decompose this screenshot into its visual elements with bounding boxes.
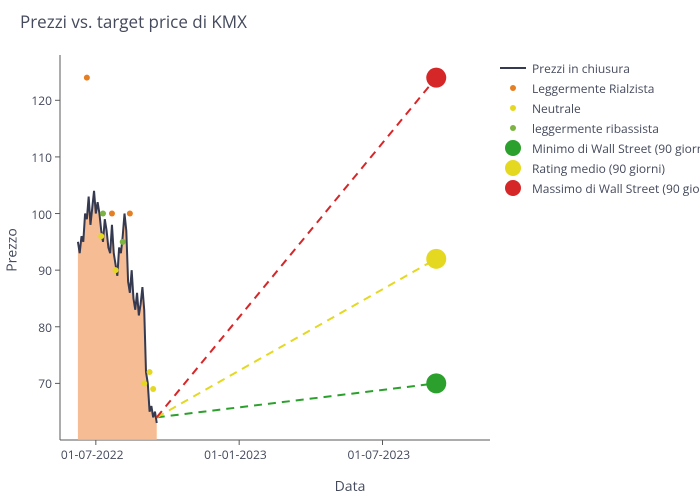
legend-item[interactable]: Prezzi in chiusura [498, 58, 700, 78]
rating-dot-slightly_bullish [109, 211, 115, 217]
legend-item[interactable]: leggermente ribassista [498, 118, 700, 138]
y-tick-label: 110 [12, 149, 52, 166]
rating-dot-neutral [113, 267, 119, 273]
x-tick-label: 01-07-2023 [348, 446, 411, 463]
legend-swatch [498, 178, 528, 198]
y-tick-label: 70 [12, 375, 52, 392]
legend-item[interactable]: Massimo di Wall Street (90 giorni) [498, 178, 700, 198]
y-tick-label: 100 [12, 206, 52, 223]
legend-swatch [498, 62, 528, 74]
target-marker-min [426, 373, 446, 393]
rating-dot-slightly_bullish [127, 211, 133, 217]
legend-label: Neutrale [532, 100, 581, 117]
legend-label: Rating medio (90 giorni) [532, 160, 665, 177]
legend-label: Leggermente Rialzista [532, 80, 654, 97]
rating-dot-neutral [147, 369, 153, 375]
x-tick-label: 01-01-2023 [204, 446, 267, 463]
legend-swatch [498, 138, 528, 158]
y-tick-label: 90 [12, 262, 52, 279]
legend-swatch [498, 158, 528, 178]
target-line-min [157, 383, 437, 417]
rating-dot-neutral [98, 233, 104, 239]
legend-label: leggermente ribassista [532, 120, 659, 137]
legend-item[interactable]: Rating medio (90 giorni) [498, 158, 700, 178]
legend-label: Prezzi in chiusura [532, 60, 630, 77]
x-tick-label: 01-07-2022 [61, 446, 124, 463]
legend-label: Minimo di Wall Street (90 giorni) [532, 140, 700, 157]
target-marker-mean [426, 249, 446, 269]
target-marker-max [426, 68, 446, 88]
rating-dot-slightly_bullish [84, 75, 90, 81]
rating-dot-slightly_bearish [120, 239, 126, 245]
legend-item[interactable]: Neutrale [498, 98, 700, 118]
legend-item[interactable]: Leggermente Rialzista [498, 78, 700, 98]
rating-dot-slightly_bearish [100, 211, 106, 217]
legend: Prezzi in chiusura Leggermente Rialzista N… [498, 58, 700, 198]
legend-swatch [498, 82, 528, 94]
target-line-mean [157, 259, 437, 418]
legend-label: Massimo di Wall Street (90 giorni) [532, 180, 700, 197]
rating-dot-neutral [141, 380, 147, 386]
y-tick-label: 80 [12, 319, 52, 336]
rating-dot-neutral [150, 386, 156, 392]
chart-container: Prezzi vs. target price di KMX Prezzo Da… [0, 0, 700, 500]
legend-swatch [498, 122, 528, 134]
y-tick-label: 120 [12, 92, 52, 109]
legend-swatch [498, 102, 528, 114]
target-line-max [157, 78, 437, 418]
legend-item[interactable]: Minimo di Wall Street (90 giorni) [498, 138, 700, 158]
